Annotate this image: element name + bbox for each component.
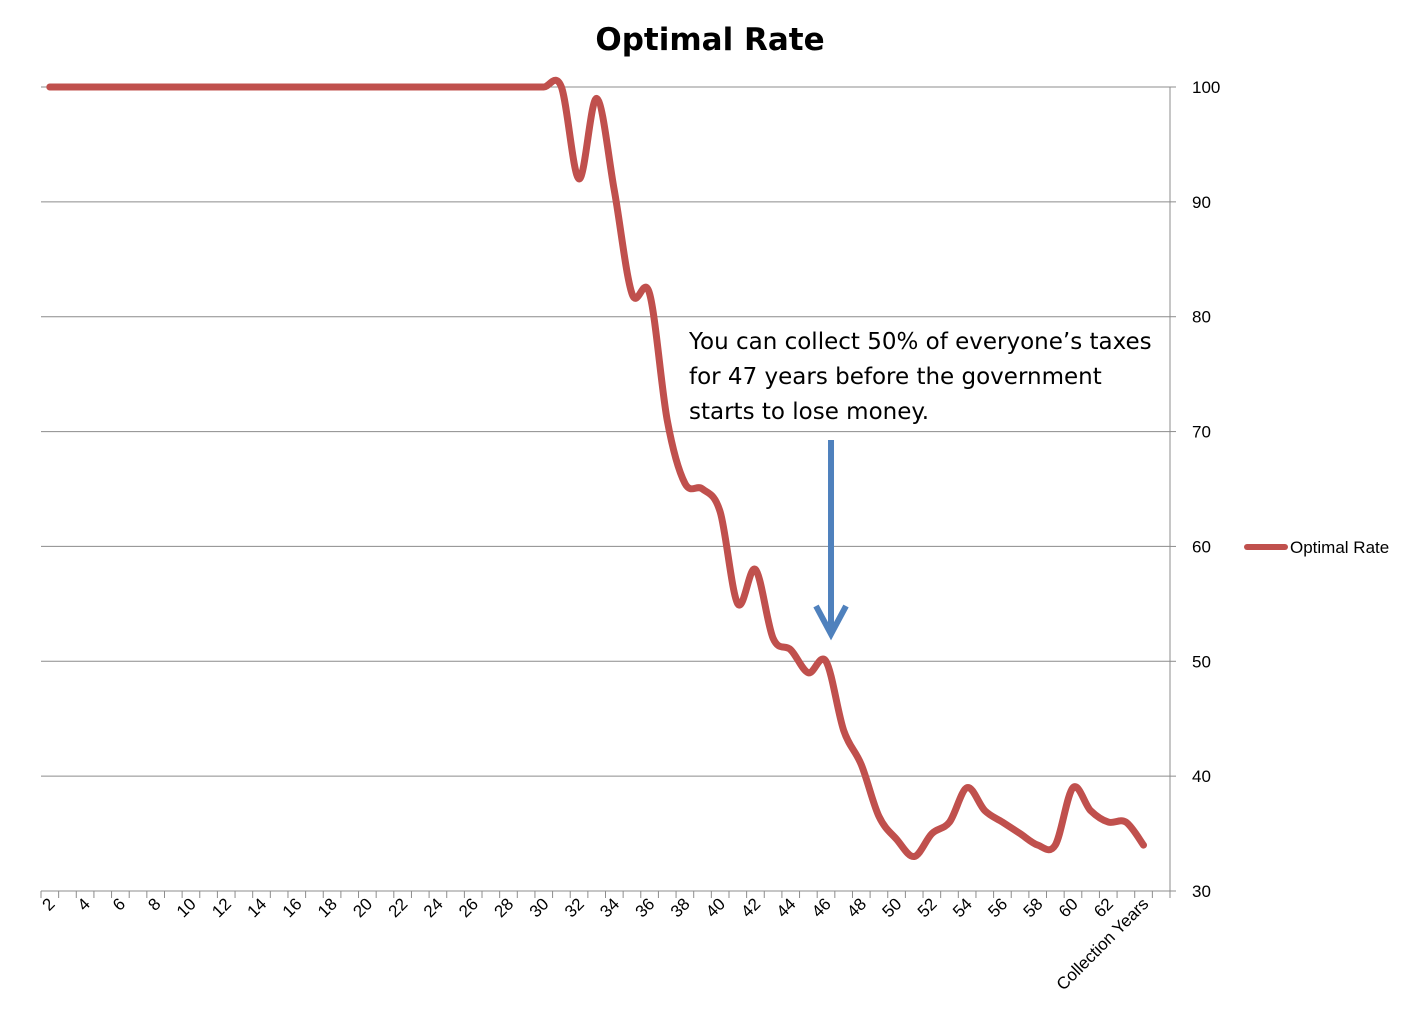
x-tick-label-22: 22 bbox=[385, 894, 412, 921]
x-tick-label-50: 50 bbox=[879, 894, 906, 921]
chart-title: Optimal Rate bbox=[595, 22, 824, 58]
x-tick-label-12: 12 bbox=[208, 894, 235, 921]
x-tick-label-20: 20 bbox=[349, 894, 376, 921]
annotation: You can collect 50% of everyone’s taxes … bbox=[688, 329, 1152, 641]
x-tick-label-24: 24 bbox=[420, 894, 447, 921]
legend: Optimal Rate bbox=[1244, 538, 1389, 557]
series-layer bbox=[46, 76, 1147, 860]
x-tick-label-34: 34 bbox=[596, 894, 623, 921]
x-tick-label-48: 48 bbox=[843, 894, 870, 921]
x-tick-label-10: 10 bbox=[173, 894, 200, 921]
legend-label: Optimal Rate bbox=[1290, 538, 1389, 557]
x-tick-label-46: 46 bbox=[808, 894, 835, 921]
arrow-head bbox=[813, 604, 849, 641]
x-tick-label-32: 32 bbox=[561, 894, 588, 921]
gridlines bbox=[41, 86, 1170, 777]
x-tick-label-56: 56 bbox=[984, 894, 1011, 921]
x-tick-label-36: 36 bbox=[632, 894, 659, 921]
x-tick-label-60: 60 bbox=[1055, 894, 1082, 921]
y-tick-label-50: 50 bbox=[1192, 652, 1211, 671]
x-tick-label-30: 30 bbox=[526, 894, 553, 921]
annotation-line-1: You can collect 50% of everyone’s taxes bbox=[688, 329, 1152, 355]
x-tick-label-58: 58 bbox=[1020, 894, 1047, 921]
x-tick-label-44: 44 bbox=[773, 894, 800, 921]
y-tick-label-30: 30 bbox=[1192, 882, 1211, 901]
x-tick-label-16: 16 bbox=[279, 894, 306, 921]
x-tick-label-62: 62 bbox=[1090, 894, 1117, 921]
x-tick-label-40: 40 bbox=[702, 894, 729, 921]
x-tick-label-4: 4 bbox=[74, 894, 94, 914]
y-tick-label-80: 80 bbox=[1192, 308, 1211, 327]
series-line-0 bbox=[46, 76, 1147, 860]
y-tick-label-40: 40 bbox=[1192, 767, 1211, 786]
x-tick-label-42: 42 bbox=[737, 894, 764, 921]
annotation-line-2: for 47 years before the government bbox=[689, 364, 1102, 390]
x-tick-label-38: 38 bbox=[667, 894, 694, 921]
x-tick-label-26: 26 bbox=[455, 894, 482, 921]
x-tick-label-54: 54 bbox=[949, 894, 976, 921]
x-tick-label-14: 14 bbox=[244, 894, 271, 921]
y-tick-label-60: 60 bbox=[1192, 537, 1211, 556]
x-tick-label-18: 18 bbox=[314, 894, 341, 921]
y-tick-label-100: 100 bbox=[1192, 78, 1220, 97]
y-tick-label-70: 70 bbox=[1192, 423, 1211, 442]
x-tick-label-28: 28 bbox=[490, 894, 517, 921]
x-tick-label-8: 8 bbox=[144, 894, 164, 914]
annotation-line-3: starts to lose money. bbox=[689, 399, 929, 425]
x-tick-label-52: 52 bbox=[914, 894, 941, 921]
x-tick-label-2: 2 bbox=[39, 894, 59, 914]
y-tick-label-90: 90 bbox=[1192, 193, 1211, 212]
x-tick-label-6: 6 bbox=[109, 894, 129, 914]
